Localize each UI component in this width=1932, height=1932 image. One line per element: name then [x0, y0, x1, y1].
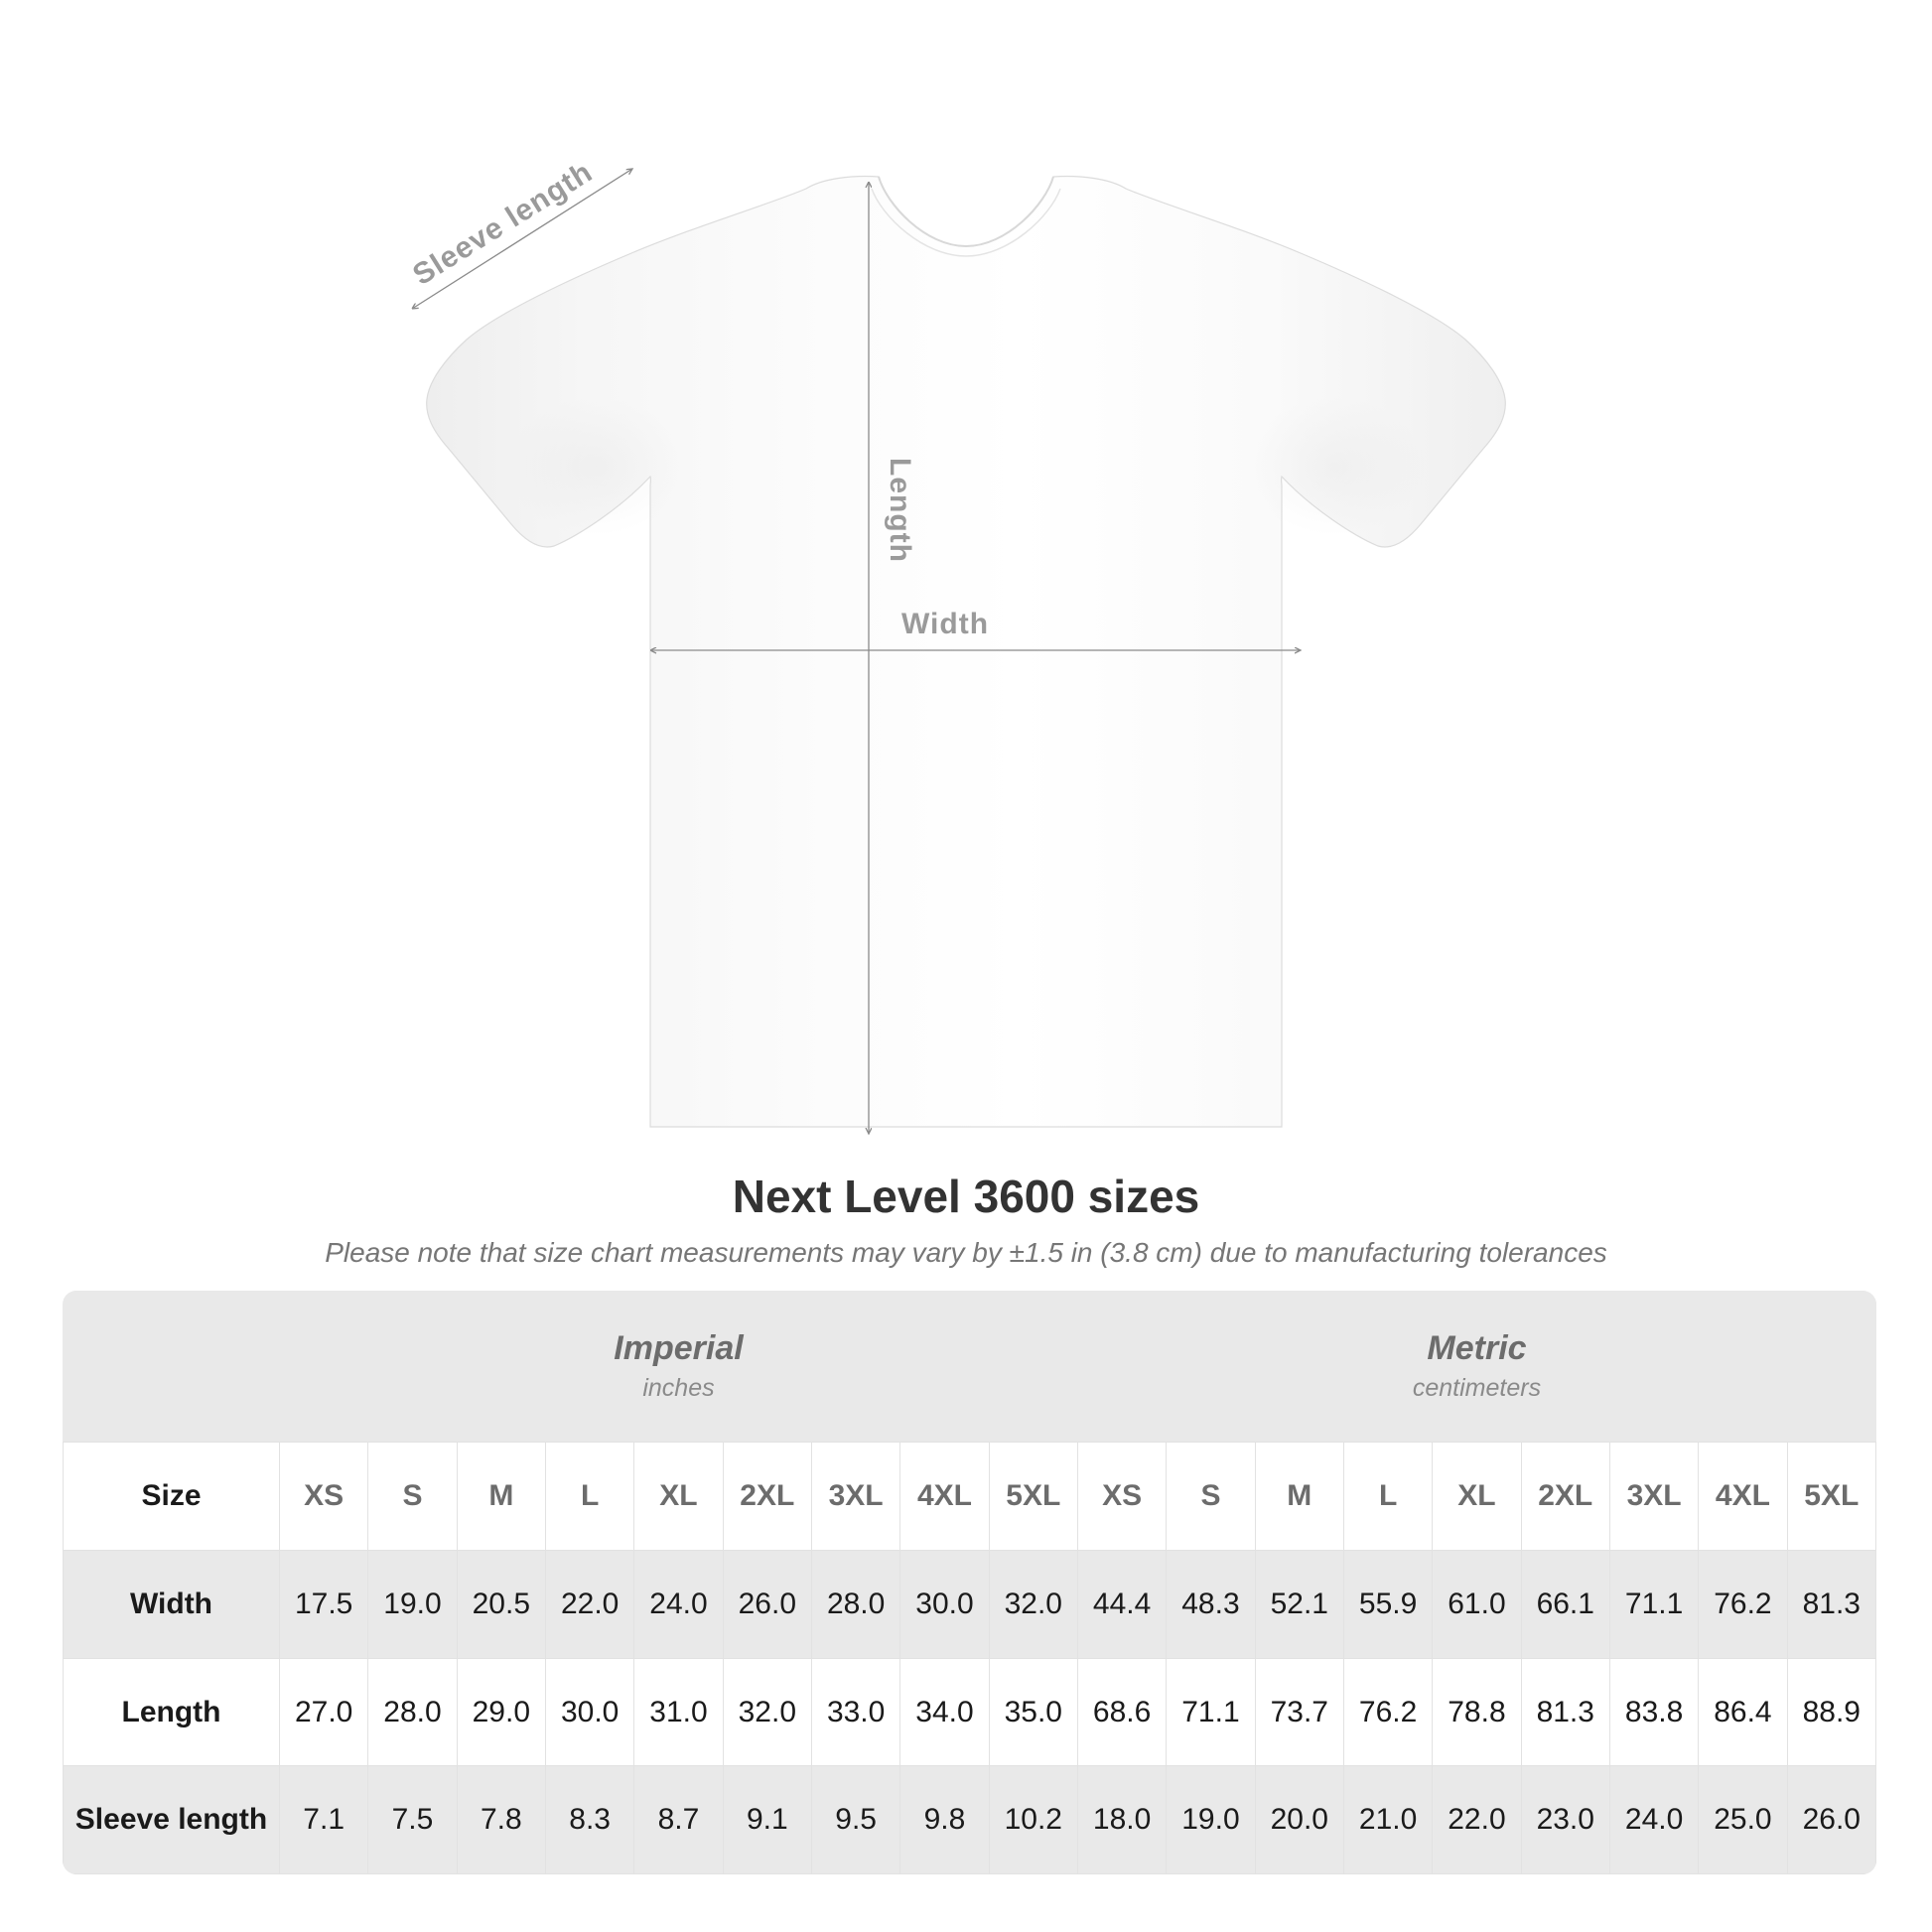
svg-text:Length: Length	[884, 458, 916, 563]
svg-text:Width: Width	[901, 608, 989, 640]
svg-text:Sleeve length: Sleeve length	[407, 156, 599, 292]
